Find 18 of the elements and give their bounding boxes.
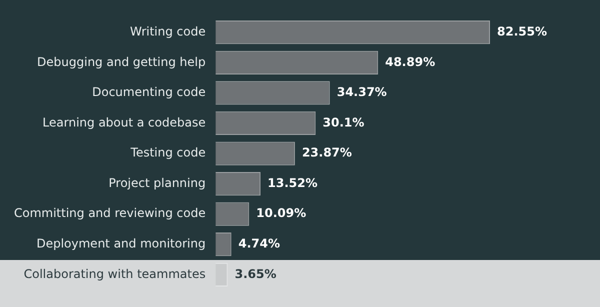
y-tick-label: Learning about a codebase <box>42 115 206 130</box>
data-label: 23.87% <box>302 146 352 160</box>
data-label: 4.74% <box>238 236 280 250</box>
data-label: 3.65% <box>234 266 276 281</box>
y-tick-label: Debugging and getting help <box>37 54 206 69</box>
data-label: 34.37% <box>336 85 387 100</box>
y-tick-label: Project planning <box>108 176 206 190</box>
data-label: 10.09% <box>256 206 306 220</box>
y-tick-label: Collaborating with teammates <box>24 266 206 281</box>
y-tick-label: Committing and reviewing code <box>14 206 206 220</box>
y-tick-label: Documenting code <box>92 85 206 100</box>
y-tick-label: Testing code <box>130 146 206 160</box>
data-label: 82.55% <box>496 24 547 38</box>
y-tick-label: Deployment and monitoring <box>36 236 206 250</box>
data-label: 13.52% <box>268 176 318 190</box>
y-tick-label: Writing code <box>130 24 206 38</box>
data-label: 30.1% <box>322 115 364 130</box>
data-label: 48.89% <box>385 54 436 69</box>
